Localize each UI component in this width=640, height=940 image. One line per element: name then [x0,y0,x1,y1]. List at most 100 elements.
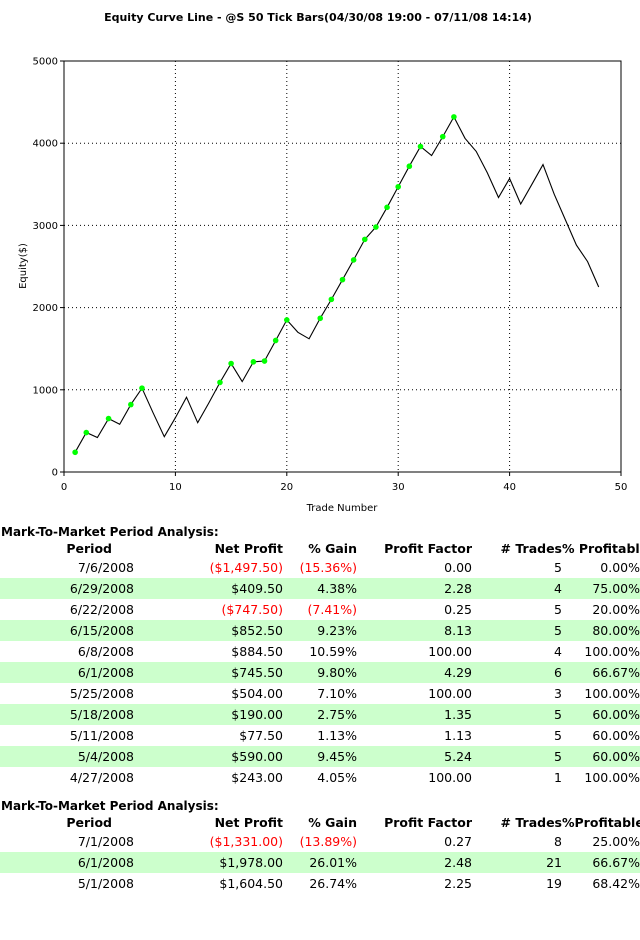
table-row: 6/8/2008 $884.50 10.59% 100.00 4 100.00% [0,641,640,662]
y-axis-label: Equity($) [18,243,29,289]
cell-net-profit: $77.50 [239,728,283,743]
cell-period: 5/4/2008 [0,746,138,767]
cell-net-profit: $852.50 [138,620,283,641]
table-row: 5/4/2008 $590.00 9.45% 5.24 5 60.00% [0,746,640,767]
y-tick-label: 5000 [33,57,58,68]
cell-gain: (13.89%) [299,834,357,849]
grid-lines [64,61,621,472]
cell-net-profit: $409.50 [138,578,283,599]
cell-profit-factor: 1.35 [357,704,472,725]
cell-net-profit: $590.00 [138,746,283,767]
cell-net-profit: $1,604.50 [219,876,283,891]
cell-gain: 2.75% [283,704,357,725]
cell-trades: 5 [472,704,562,725]
cell-gain: (15.36%) [299,560,357,575]
axis-ticks: 0 1000 2000 3000 4000 5000 0 10 20 30 40 50 [33,57,628,494]
y-tick-label: 1000 [33,385,58,396]
cell-gain: 4.38% [283,578,357,599]
cell-profitable: 68.42% [592,876,640,891]
cell-profit-factor: 5.24 [357,746,472,767]
col-trades-header: # Trades [500,815,562,830]
cell-period: 5/11/2008 [69,728,134,743]
cell-gain: 4.05% [317,770,357,785]
cell-period: 6/1/2008 [0,852,138,873]
cell-trades: 5 [472,620,562,641]
new-high-marker [228,360,234,367]
cell-profit-factor: 2.28 [357,578,472,599]
chart-title: Equity Curve Line - @S 50 Tick Bars(04/3… [104,11,532,24]
cell-profitable: 100.00% [584,644,640,659]
cell-trades: 4 [554,644,562,659]
col-gain-header: % Gain [308,815,357,830]
cell-profit-factor: 0.27 [444,834,472,849]
cell-profitable: 60.00% [592,728,640,743]
new-high-marker [250,359,257,365]
weekly-analysis-heading: Mark-To-Market Period Analysis: [1,525,219,539]
new-high-marker [384,204,390,211]
new-high-markers [72,114,457,456]
cell-gain: (7.41%) [307,602,357,617]
cell-period: 7/1/2008 [77,834,134,849]
monthly-analysis-section: Mark-To-Market Period Analysis: Period N… [0,798,640,894]
col-net-profit-header: Net Profit [214,815,283,830]
new-high-marker [373,224,379,230]
cell-trades: 5 [554,602,562,617]
x-tick-label: 40 [503,482,516,493]
cell-profitable: 0.00% [600,560,640,575]
cell-profit-factor: 100.00 [428,770,472,785]
cell-net-profit: $1,978.00 [138,852,283,873]
cell-gain: 9.23% [283,620,357,641]
equity-series-line [74,115,600,453]
cell-gain: 9.80% [283,662,357,683]
new-high-marker [128,401,134,408]
x-tick-label: 20 [280,482,293,493]
table-row: 5/18/2008 $190.00 2.75% 1.35 5 60.00% [0,704,640,725]
new-high-marker [395,183,402,190]
new-high-marker [417,143,424,150]
cell-trades: 5 [472,746,562,767]
plot-area [63,60,622,473]
x-axis-label: Trade Number [306,503,379,514]
table-row: 5/11/2008 $77.50 1.13% 1.13 5 60.00% [0,725,640,746]
cell-period: 5/18/2008 [0,704,138,725]
cell-period: 5/25/2008 [69,686,134,701]
col-profit-factor-header: Profit Factor [384,815,472,830]
y-tick-label: 4000 [33,139,58,150]
cell-profitable: 100.00% [584,770,640,785]
cell-profitable: 60.00% [562,746,640,767]
table-row: 6/1/2008 $1,978.00 26.01% 2.48 21 66.67% [0,852,640,873]
cell-net-profit: $190.00 [138,704,283,725]
new-high-marker [72,449,78,456]
cell-profit-factor: 8.13 [357,620,472,641]
cell-gain: 7.10% [317,686,357,701]
cell-period: 6/1/2008 [0,662,138,683]
cell-period: 6/22/2008 [69,602,134,617]
cell-trades: 21 [472,852,562,873]
cell-trades: 3 [554,686,562,701]
col-gain-header: % Gain [308,541,357,556]
weekly-analysis-rows: 7/6/2008 ($1,497.50) (15.36%) 0.00 5 0.00% 6/2… [0,557,640,788]
y-tick-label: 2000 [33,303,58,314]
cell-profitable: 66.67% [562,852,640,873]
new-high-marker [451,114,457,120]
cell-gain: 26.74% [309,876,357,891]
table-row: 5/25/2008 $504.00 7.10% 100.00 3 100.00% [0,683,640,704]
cell-period: 6/29/2008 [0,578,138,599]
table-row: 5/1/2008 $1,604.50 26.74% 2.25 19 68.42% [0,873,640,894]
cell-trades: 6 [472,662,562,683]
table-header-row: Period Net Profit % Gain Profit Factor #… [0,540,640,557]
col-profit-factor-header: Profit Factor [384,541,472,556]
cell-gain: 9.45% [283,746,357,767]
cell-net-profit: $745.50 [138,662,283,683]
cell-profit-factor: 2.48 [357,852,472,873]
cell-period: 6/8/2008 [77,644,134,659]
cell-period: 7/6/2008 [77,560,134,575]
y-tick-label: 0 [52,468,58,479]
cell-net-profit: $884.50 [231,644,283,659]
cell-profit-factor: 100.00 [428,644,472,659]
table-row: 4/27/2008 $243.00 4.05% 100.00 1 100.00% [0,767,640,788]
cell-trades: 1 [554,770,562,785]
cell-trades: 19 [546,876,562,891]
cell-net-profit: ($747.50) [221,602,283,617]
cell-profit-factor: 2.25 [444,876,472,891]
